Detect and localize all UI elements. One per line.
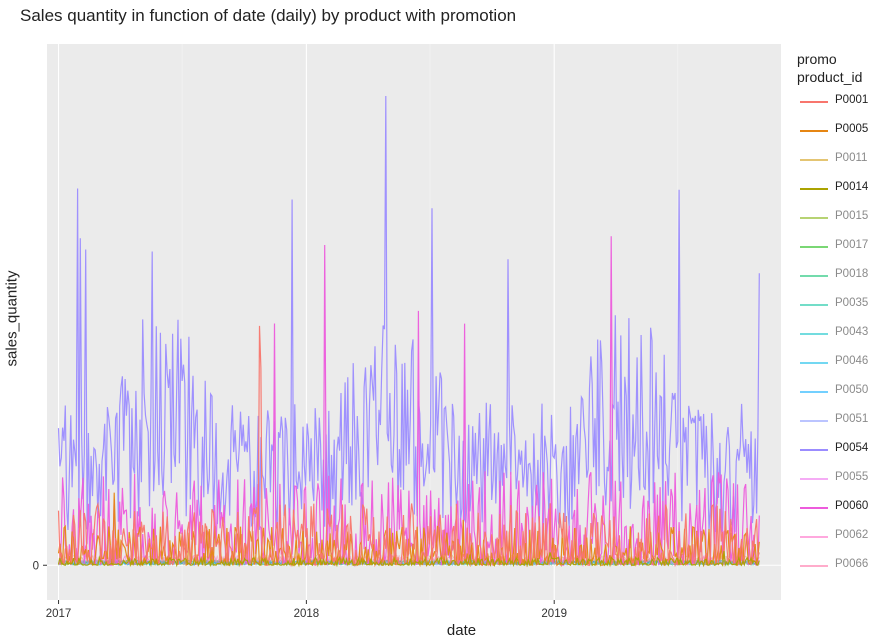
legend-label: P0001 [835,94,869,106]
series-line-p0001 [57,325,760,568]
legend-item-p0035[interactable]: P0035 [797,293,887,322]
y-tick-label: 0 [33,560,39,572]
legend-label: P0017 [835,239,869,251]
series-line-p0060 [58,236,760,568]
legend-label: P0005 [835,123,869,135]
x-axis-title: date [446,622,477,639]
x-tick-label: 2018 [294,608,320,620]
chart-title: Sales quantity in function of date (dail… [20,6,517,25]
legend-label: P0014 [835,181,869,193]
legend-swatch [800,362,828,364]
legend-swatch [800,246,828,248]
legend-item-p0014[interactable]: P0014 [797,177,887,206]
legend-label: P0046 [835,355,869,367]
legend-swatch [800,565,828,567]
legend-item-p0001[interactable]: P0001 [797,90,887,119]
plot-background [47,44,781,600]
legend-label: P0035 [835,297,869,309]
legend-item-p0015[interactable]: P0015 [797,206,887,235]
x-tick-label: 2017 [46,608,72,620]
legend-item-p0043[interactable]: P0043 [797,322,887,351]
legend-label: P0050 [835,384,869,396]
legend-swatch [800,304,828,306]
legend-label: P0066 [835,558,869,570]
legend-label: P0051 [835,413,869,425]
legend-swatch [800,217,828,219]
series-layer [57,95,760,568]
legend-swatch [800,420,828,422]
legend-swatch [800,449,828,451]
legend-item-p0066[interactable]: P0066 [797,554,887,583]
legend-item-p0054[interactable]: P0054 [797,438,887,467]
legend-swatch [800,536,828,538]
legend-label: P0062 [835,529,869,541]
legend-item-p0050[interactable]: P0050 [797,380,887,409]
legend-swatch [800,130,828,132]
legend-swatch [800,275,828,277]
series-line-p0055 [58,553,760,567]
legend-item-p0018[interactable]: P0018 [797,264,887,293]
legend-label: P0055 [835,471,869,483]
legend-swatch [800,391,828,393]
legend-swatch [800,507,828,509]
legend-item-p0062[interactable]: P0062 [797,525,887,554]
legend-item-p0017[interactable]: P0017 [797,235,887,264]
legend-label: P0011 [835,152,868,164]
legend-label: P0043 [835,326,869,338]
series-line-p0054 [57,95,760,534]
legend-swatch [800,188,828,190]
legend-swatch [800,333,828,335]
legend-label: P0015 [835,210,869,222]
series-line-p0066 [58,553,760,567]
y-axis-title: sales_quantity [3,270,21,367]
legend-items: P0001 P0005 P0011 P0014 P0015 P0017 P0018 P0035… [797,90,887,583]
series-line-p0005 [57,492,760,568]
legend-item-p0055[interactable]: P0055 [797,467,887,496]
legend-swatch [800,478,828,480]
tick-layer: 2017 2018 2019 0 [33,560,567,620]
legend-label: P0060 [835,500,869,512]
legend-item-p0046[interactable]: P0046 [797,351,887,380]
legend-swatch [800,101,828,103]
legend-title-product-id: product_id [797,69,863,85]
legend-item-p0060[interactable]: P0060 [797,496,887,525]
legend-item-p0005[interactable]: P0005 [797,119,887,148]
legend-swatch [800,159,828,161]
legend-item-p0051[interactable]: P0051 [797,409,887,438]
legend-label: P0018 [835,268,869,280]
legend: promo product_id P0001 P0005 P0011 P0014 P00… [797,50,887,583]
series-line-p0014 [57,550,760,568]
legend-label: P0054 [835,442,869,454]
legend-item-p0011[interactable]: P0011 [797,148,887,177]
legend-title-promo: promo [797,51,837,67]
x-tick-label: 2019 [541,608,567,620]
